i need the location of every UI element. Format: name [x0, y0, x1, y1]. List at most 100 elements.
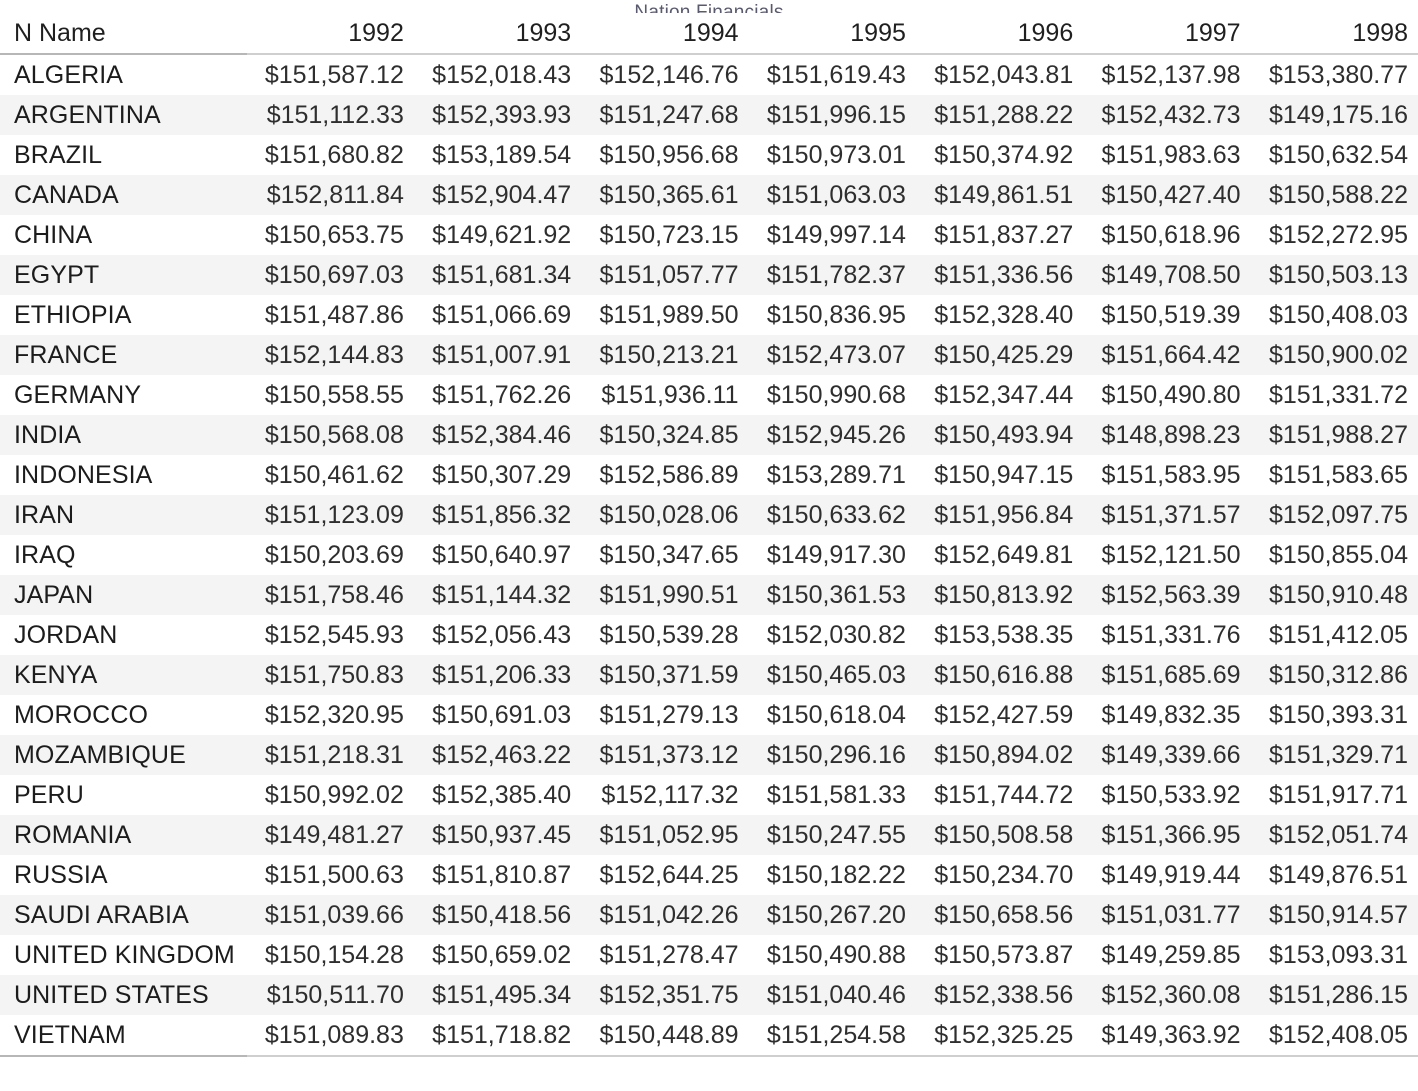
- table-row[interactable]: INDONESIA $150,461.62 $150,307.29 $152,586.…: [0, 455, 1418, 495]
- cell-value-1996: $150,658.56: [915, 895, 1084, 935]
- table-row[interactable]: GERMANY $150,558.55 $151,762.26 $151,936.11…: [0, 375, 1418, 415]
- table-row[interactable]: JORDAN $152,545.93 $152,056.43 $150,539.28 $…: [0, 615, 1418, 655]
- cell-value-1992: $149,481.27: [246, 815, 414, 855]
- cell-value-1996: $150,616.88: [915, 655, 1084, 695]
- cell-value-1993: $150,691.03: [432, 701, 572, 729]
- table-row[interactable]: IRAQ $150,203.69 $150,640.97 $150,347.65 $14…: [0, 535, 1418, 575]
- cell-value-1993: $152,393.93: [413, 95, 582, 135]
- table-row[interactable]: JAPAN $151,758.46 $151,144.32 $151,990.51 $1…: [0, 575, 1418, 615]
- cell-value-1992: $150,154.28: [264, 941, 404, 969]
- table-row[interactable]: ROMANIA $149,481.27 $150,937.45 $151,052.95…: [0, 815, 1418, 855]
- cell-value-1998: $150,408.03: [1268, 301, 1408, 329]
- cell-value-1992: $150,992.02: [264, 781, 404, 809]
- cell-value-1996: $150,493.94: [915, 415, 1084, 455]
- cell-value-1995: $150,247.55: [748, 815, 916, 855]
- cell-value-1992: $151,112.33: [246, 95, 414, 135]
- cell-value-1994: $151,936.11: [601, 381, 739, 409]
- cell-value-1994: $150,956.68: [599, 141, 739, 169]
- table-row[interactable]: BRAZIL $151,680.82 $153,189.54 $150,956.68 $…: [0, 135, 1418, 175]
- cell-value-1996: $150,374.92: [934, 141, 1074, 169]
- cell-value-1994: $151,042.26: [581, 895, 749, 935]
- cell-value-1993: $152,904.47: [413, 175, 582, 215]
- cell-value-1994: $151,247.68: [581, 95, 749, 135]
- column-header-1997[interactable]: 1997: [1083, 13, 1251, 55]
- cell-value-1992: $151,680.82: [264, 141, 404, 169]
- cell-value-1992: $151,123.09: [246, 495, 414, 535]
- column-header-1993[interactable]: 1993: [413, 13, 582, 55]
- table-row[interactable]: CHINA $150,653.75 $149,621.92 $150,723.15 $1…: [0, 215, 1418, 255]
- table-row[interactable]: SAUDI ARABIA $151,039.66 $150,418.56 $151,0…: [0, 895, 1418, 935]
- table-row[interactable]: VIETNAM $151,089.83 $151,718.82 $150,448.89…: [0, 1015, 1418, 1057]
- cell-country-name: CANADA: [0, 175, 247, 215]
- table-row[interactable]: ALGERIA $151,587.12 $152,018.43 $152,146.76…: [0, 54, 1418, 95]
- cell-value-1994: $152,351.75: [581, 975, 749, 1015]
- table-row[interactable]: KENYA $151,750.83 $151,206.33 $150,371.59 $1…: [0, 655, 1418, 695]
- cell-value-1994: $151,279.13: [599, 701, 739, 729]
- cell-value-1994: $150,371.59: [581, 655, 749, 695]
- cell-country-name: BRAZIL: [14, 141, 103, 169]
- cell-value-1998: $150,312.86: [1250, 655, 1418, 695]
- table-row[interactable]: MOZAMBIQUE $151,218.31 $152,463.22 $151,373…: [0, 735, 1418, 775]
- column-header-1996[interactable]: 1996: [915, 13, 1084, 55]
- table-row[interactable]: CANADA $152,811.84 $152,904.47 $150,365.61 $…: [0, 175, 1418, 215]
- table-row[interactable]: FRANCE $152,144.83 $151,007.91 $150,213.21 $…: [0, 335, 1418, 375]
- cell-value-1992: $151,758.46: [246, 575, 414, 615]
- table-row[interactable]: UNITED STATES $150,511.70 $151,495.34 $152,…: [0, 975, 1418, 1015]
- table-row[interactable]: MOROCCO $152,320.95 $150,691.03 $151,279.13…: [0, 695, 1418, 735]
- cell-value-1997: $151,583.95: [1101, 461, 1241, 489]
- cell-value-1992: $150,511.70: [246, 975, 414, 1015]
- cell-value-1998: $152,097.75: [1250, 495, 1418, 535]
- table-row[interactable]: ARGENTINA $151,112.33 $152,393.93 $151,247.…: [0, 95, 1418, 135]
- cell-value-1994: $151,990.51: [581, 575, 749, 615]
- table-header: N Name 1992 1993 1994 1995 1996 1997 199…: [0, 13, 1418, 55]
- cell-country-name: UNITED KINGDOM: [14, 941, 235, 969]
- cell-value-1998: $151,286.15: [1250, 975, 1418, 1015]
- cell-value-1992: $150,203.69: [264, 541, 404, 569]
- column-header-1995[interactable]: 1995: [748, 13, 916, 55]
- cell-value-1997: $152,121.50: [1101, 541, 1241, 569]
- cell-value-1996: $151,837.27: [934, 221, 1074, 249]
- column-header-name[interactable]: N Name: [0, 13, 247, 55]
- table-body: ALGERIA $151,587.12 $152,018.43 $152,146.76…: [0, 54, 1418, 1057]
- cell-value-1998: $153,093.31: [1268, 941, 1408, 969]
- cell-value-1997: $151,366.95: [1083, 815, 1251, 855]
- table-row[interactable]: INDIA $150,568.08 $152,384.46 $150,324.85 $1…: [0, 415, 1418, 455]
- cell-value-1993: $151,495.34: [413, 975, 582, 1015]
- table-row[interactable]: UNITED KINGDOM $150,154.28 $150,659.02 $151…: [0, 935, 1418, 975]
- table-row[interactable]: RUSSIA $151,500.63 $151,810.87 $152,644.25 $…: [0, 855, 1418, 895]
- table-row[interactable]: EGYPT $150,697.03 $151,681.34 $151,057.77 $1…: [0, 255, 1418, 295]
- cell-value-1995: $151,581.33: [766, 781, 906, 809]
- cell-value-1998: $150,503.13: [1250, 255, 1418, 295]
- cell-value-1994: $152,586.89: [599, 461, 739, 489]
- table-row[interactable]: PERU $150,992.02 $152,385.40 $152,117.32 $15…: [0, 775, 1418, 815]
- cell-value-1998: $153,380.77: [1268, 61, 1408, 89]
- cell-value-1996: $150,947.15: [934, 461, 1074, 489]
- cell-value-1997: $149,259.85: [1101, 941, 1241, 969]
- table-row[interactable]: IRAN $151,123.09 $151,856.32 $150,028.06 $15…: [0, 495, 1418, 535]
- cell-country-name: INDONESIA: [14, 461, 153, 489]
- column-header-1998[interactable]: 1998: [1250, 13, 1418, 55]
- cell-value-1996: $150,573.87: [934, 941, 1074, 969]
- cell-country-name: MOROCCO: [14, 701, 149, 729]
- cell-value-1994: $152,644.25: [599, 861, 739, 889]
- cell-value-1995: $151,619.43: [766, 61, 906, 89]
- table-row[interactable]: ETHIOPIA $151,487.86 $151,066.69 $151,989.5…: [0, 295, 1418, 335]
- cell-value-1998: $150,910.48: [1250, 575, 1418, 615]
- cell-country-name: INDIA: [0, 415, 247, 455]
- cell-value-1992: $151,587.12: [264, 61, 404, 89]
- cell-country-name: MOZAMBIQUE: [0, 735, 247, 775]
- cell-country-name: JORDAN: [14, 621, 118, 649]
- cell-value-1995: $151,782.37: [748, 255, 916, 295]
- cell-value-1997: $152,137.98: [1101, 61, 1241, 89]
- cell-value-1998: $150,914.57: [1250, 895, 1418, 935]
- cell-country-name: JAPAN: [0, 575, 247, 615]
- cell-value-1996: $151,336.56: [915, 255, 1084, 295]
- cell-value-1998: $150,632.54: [1268, 141, 1408, 169]
- cell-value-1993: $152,384.46: [413, 415, 582, 455]
- column-header-1994[interactable]: 1994: [581, 13, 749, 55]
- cell-value-1998: $152,272.95: [1268, 221, 1408, 249]
- cell-value-1996: $152,325.25: [915, 1015, 1084, 1057]
- cell-value-1993: $151,007.91: [413, 335, 582, 375]
- cell-country-name: EGYPT: [0, 255, 247, 295]
- column-header-1992[interactable]: 1992: [246, 13, 414, 55]
